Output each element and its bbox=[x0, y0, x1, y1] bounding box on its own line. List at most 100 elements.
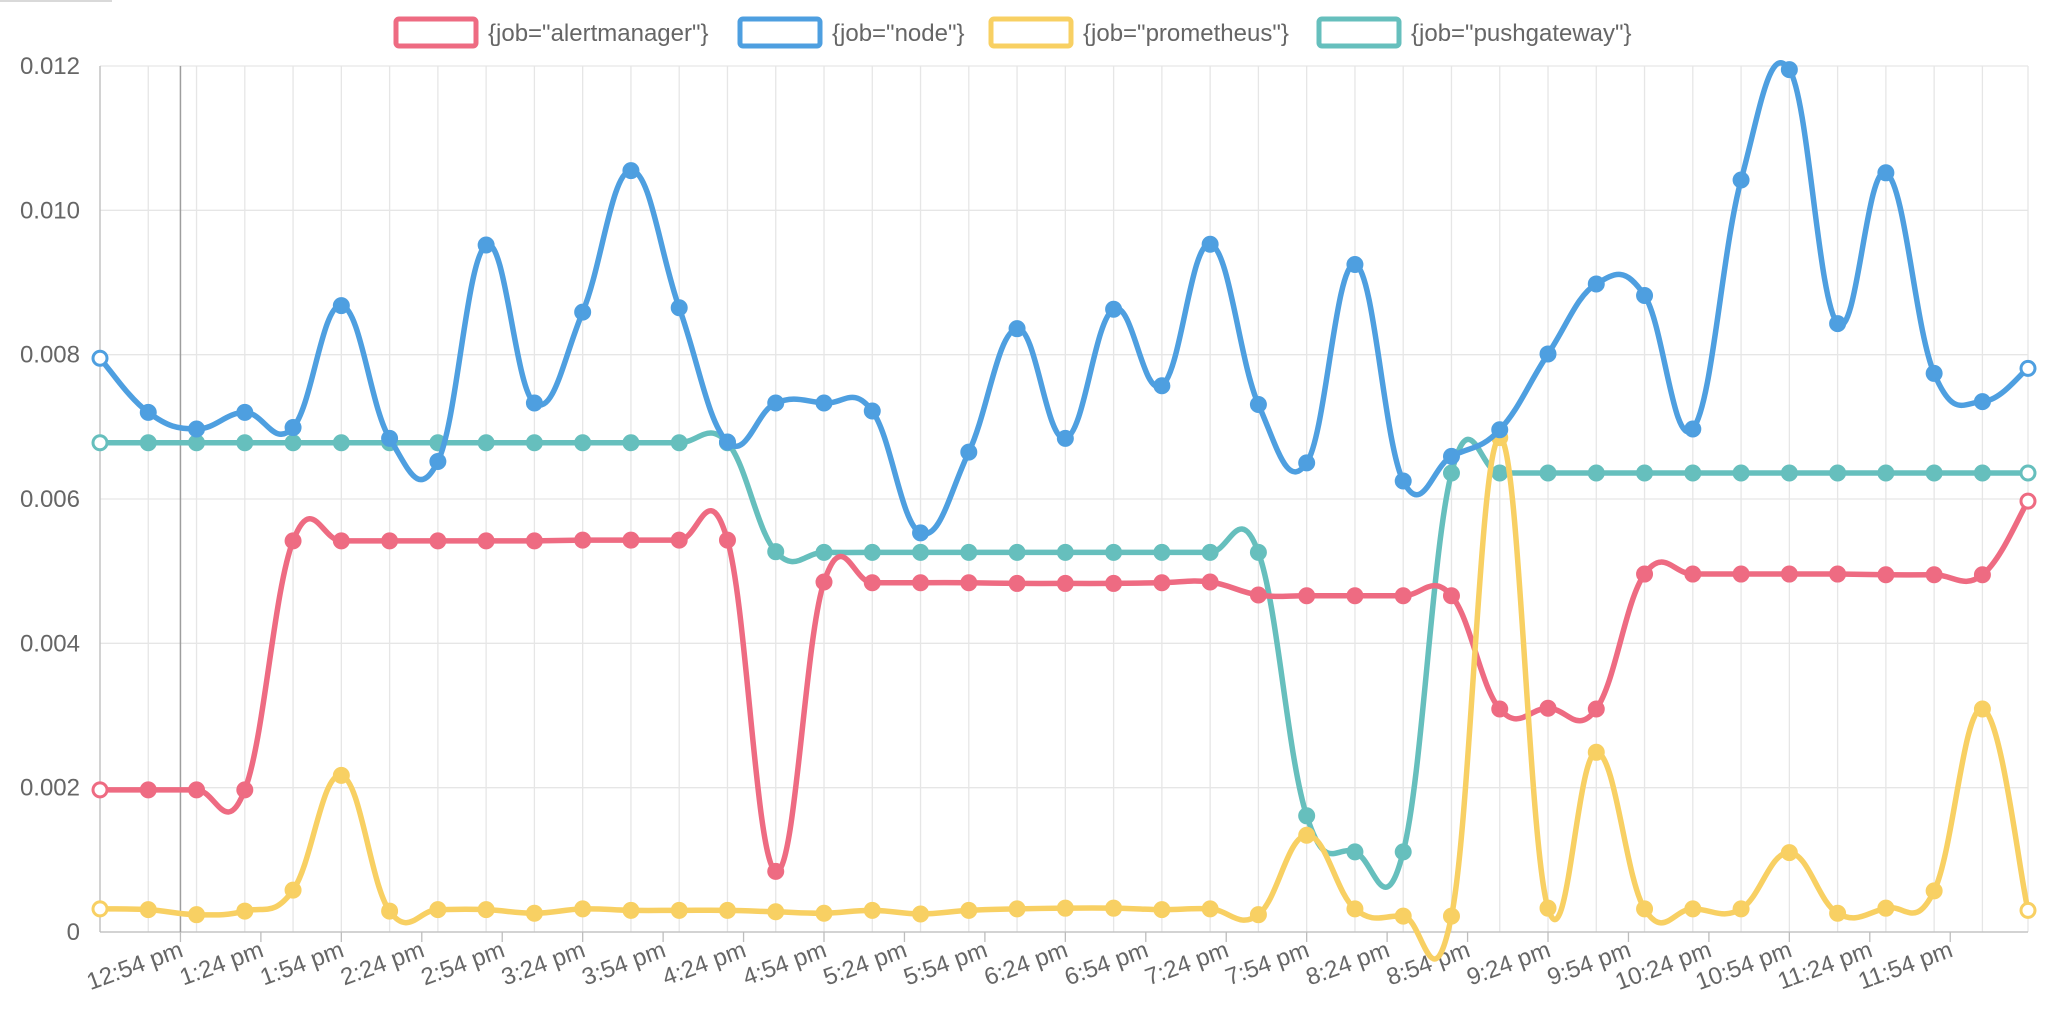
data-point[interactable] bbox=[912, 905, 930, 923]
data-point[interactable] bbox=[1201, 573, 1219, 591]
data-point[interactable] bbox=[1249, 586, 1267, 604]
data-point[interactable] bbox=[1153, 901, 1171, 919]
data-point[interactable] bbox=[188, 434, 206, 452]
data-point[interactable] bbox=[718, 433, 736, 451]
data-point[interactable] bbox=[1587, 743, 1605, 761]
data-point[interactable] bbox=[284, 419, 302, 437]
data-point[interactable] bbox=[381, 532, 399, 550]
data-point[interactable] bbox=[1780, 844, 1798, 862]
data-point[interactable] bbox=[960, 901, 978, 919]
data-point[interactable] bbox=[1925, 464, 1943, 482]
data-point[interactable] bbox=[139, 403, 157, 421]
data-point[interactable] bbox=[622, 434, 640, 452]
data-point[interactable] bbox=[1925, 566, 1943, 584]
data-point[interactable] bbox=[332, 766, 350, 784]
data-point[interactable] bbox=[188, 906, 206, 924]
data-point[interactable] bbox=[381, 902, 399, 920]
legend-item-prometheus[interactable]: {job="prometheus"} bbox=[988, 16, 1289, 49]
data-point[interactable] bbox=[1587, 700, 1605, 718]
data-point[interactable] bbox=[1587, 464, 1605, 482]
data-point[interactable] bbox=[912, 574, 930, 592]
data-point[interactable] bbox=[525, 904, 543, 922]
data-point[interactable] bbox=[1298, 587, 1316, 605]
data-point[interactable] bbox=[670, 531, 688, 549]
data-point[interactable] bbox=[1684, 420, 1702, 438]
data-point[interactable] bbox=[1153, 543, 1171, 561]
data-point[interactable] bbox=[477, 434, 495, 452]
data-point[interactable] bbox=[863, 901, 881, 919]
data-point[interactable] bbox=[91, 900, 109, 918]
data-point[interactable] bbox=[670, 299, 688, 317]
data-point[interactable] bbox=[91, 434, 109, 452]
data-point[interactable] bbox=[1636, 464, 1654, 482]
data-point[interactable] bbox=[1587, 275, 1605, 293]
data-point[interactable] bbox=[332, 532, 350, 550]
data-point[interactable] bbox=[284, 532, 302, 550]
data-point[interactable] bbox=[429, 452, 447, 470]
data-point[interactable] bbox=[1201, 900, 1219, 918]
data-point[interactable] bbox=[477, 532, 495, 550]
data-point[interactable] bbox=[718, 901, 736, 919]
data-point[interactable] bbox=[1636, 565, 1654, 583]
data-point[interactable] bbox=[863, 402, 881, 420]
data-point[interactable] bbox=[2019, 359, 2037, 377]
data-point[interactable] bbox=[1491, 700, 1509, 718]
data-point[interactable] bbox=[574, 303, 592, 321]
data-point[interactable] bbox=[1780, 464, 1798, 482]
data-point[interactable] bbox=[139, 434, 157, 452]
data-point[interactable] bbox=[767, 903, 785, 921]
data-point[interactable] bbox=[1877, 164, 1895, 182]
data-point[interactable] bbox=[1298, 826, 1316, 844]
data-point[interactable] bbox=[1008, 543, 1026, 561]
data-point[interactable] bbox=[1732, 171, 1750, 189]
data-point[interactable] bbox=[1780, 61, 1798, 79]
data-point[interactable] bbox=[863, 574, 881, 592]
data-point[interactable] bbox=[332, 434, 350, 452]
data-point[interactable] bbox=[1829, 565, 1847, 583]
data-point[interactable] bbox=[236, 403, 254, 421]
data-point[interactable] bbox=[815, 543, 833, 561]
data-point[interactable] bbox=[1346, 255, 1364, 273]
data-point[interactable] bbox=[574, 900, 592, 918]
data-point[interactable] bbox=[912, 524, 930, 542]
data-point[interactable] bbox=[622, 531, 640, 549]
data-point[interactable] bbox=[2019, 901, 2037, 919]
data-point[interactable] bbox=[767, 394, 785, 412]
data-point[interactable] bbox=[1056, 543, 1074, 561]
data-point[interactable] bbox=[188, 781, 206, 799]
data-point[interactable] bbox=[1491, 421, 1509, 439]
data-point[interactable] bbox=[1877, 566, 1895, 584]
data-point[interactable] bbox=[1684, 565, 1702, 583]
legend-item-alertmanager[interactable]: {job="alertmanager"} bbox=[393, 16, 709, 49]
data-point[interactable] bbox=[477, 236, 495, 254]
data-point[interactable] bbox=[1636, 900, 1654, 918]
data-point[interactable] bbox=[2019, 464, 2037, 482]
data-point[interactable] bbox=[767, 862, 785, 880]
data-point[interactable] bbox=[429, 532, 447, 550]
data-point[interactable] bbox=[1829, 904, 1847, 922]
data-point[interactable] bbox=[1394, 472, 1412, 490]
data-point[interactable] bbox=[1394, 843, 1412, 861]
data-point[interactable] bbox=[767, 543, 785, 561]
data-point[interactable] bbox=[1056, 574, 1074, 592]
data-point[interactable] bbox=[91, 781, 109, 799]
data-point[interactable] bbox=[912, 543, 930, 561]
data-point[interactable] bbox=[1298, 807, 1316, 825]
data-point[interactable] bbox=[1829, 464, 1847, 482]
data-point[interactable] bbox=[1539, 699, 1557, 717]
data-point[interactable] bbox=[1201, 235, 1219, 253]
data-point[interactable] bbox=[1249, 906, 1267, 924]
data-point[interactable] bbox=[1105, 899, 1123, 917]
data-point[interactable] bbox=[139, 901, 157, 919]
data-point[interactable] bbox=[1153, 377, 1171, 395]
data-point[interactable] bbox=[236, 781, 254, 799]
data-point[interactable] bbox=[622, 901, 640, 919]
data-point[interactable] bbox=[1442, 464, 1460, 482]
legend-item-pushgateway[interactable]: {job="pushgateway"} bbox=[1316, 16, 1632, 49]
data-point[interactable] bbox=[1105, 543, 1123, 561]
data-point[interactable] bbox=[1008, 900, 1026, 918]
data-point[interactable] bbox=[1394, 587, 1412, 605]
data-point[interactable] bbox=[1925, 364, 1943, 382]
data-point[interactable] bbox=[815, 573, 833, 591]
data-point[interactable] bbox=[91, 349, 109, 367]
